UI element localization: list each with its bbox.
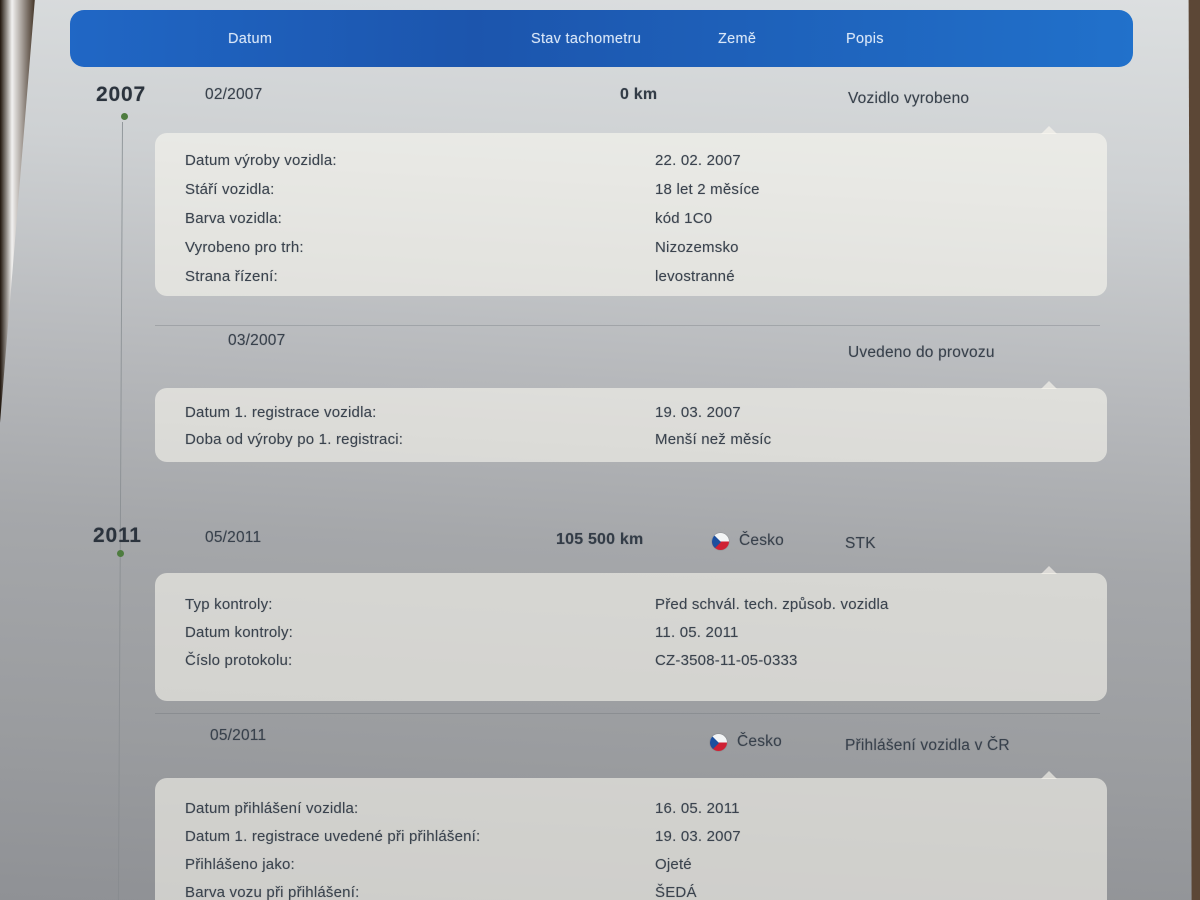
row-separator <box>155 325 1100 326</box>
row-separator <box>155 713 1100 714</box>
detail-label: Datum výroby vozidla: <box>185 152 337 169</box>
timeline-line <box>117 121 123 900</box>
detail-label: Datum přihlášení vozidla: <box>185 799 359 817</box>
event-detail-card: Datum 1. registrace vozidla: 19. 03. 200… <box>155 381 1107 462</box>
event-detail-card: Datum přihlášení vozidla: 16. 05. 2011 D… <box>155 771 1107 900</box>
event-description: Uvedeno do provozu <box>848 344 995 361</box>
timeline-dot-2011 <box>117 550 124 557</box>
detail-label: Doba od výroby po 1. registraci: <box>185 431 404 448</box>
detail-label: Stáří vozidla: <box>185 181 275 198</box>
detail-value: 11. 05. 2011 <box>655 623 739 641</box>
event-date: 02/2007 <box>205 86 263 103</box>
detail-row: Barva vozu při přihlášení: ŠEDÁ <box>185 878 1107 900</box>
detail-row: Typ kontroly: Před schvál. tech. způsob.… <box>185 590 1107 618</box>
column-header-popis: Popis <box>846 31 884 47</box>
detail-row: Vyrobeno pro trh: Nizozemsko <box>185 233 1107 262</box>
detail-label: Barva vozidla: <box>185 210 283 227</box>
czech-flag-icon <box>710 734 727 751</box>
detail-value: Ojeté <box>655 855 692 873</box>
event-date: 05/2011 <box>210 727 267 744</box>
detail-row: Doba od výroby po 1. registraci: Menší n… <box>185 426 1107 453</box>
column-header-datum: Datum <box>228 31 273 47</box>
column-header-zeme: Země <box>718 31 757 47</box>
detail-value: 19. 03. 2007 <box>655 827 741 845</box>
detail-label: Datum 1. registrace uvedené při přihláše… <box>185 827 481 845</box>
detail-label: Vyrobeno pro trh: <box>185 239 304 256</box>
event-description: Přihlášení vozidla v ČR <box>845 737 1010 754</box>
timeline-year-2007: 2007 <box>96 83 146 106</box>
event-description: STK <box>845 535 876 552</box>
detail-label: Datum 1. registrace vozidla: <box>185 404 377 421</box>
event-date: 05/2011 <box>205 529 262 546</box>
detail-row: Datum přihlášení vozidla: 16. 05. 2011 <box>185 794 1107 822</box>
detail-row: Datum 1. registrace uvedené při přihláše… <box>185 822 1107 850</box>
detail-value: Nizozemsko <box>655 239 739 256</box>
detail-label: Strana řízení: <box>185 268 278 285</box>
event-country: Česko <box>739 532 784 549</box>
detail-row: Stáří vozidla: 18 let 2 měsíce <box>185 175 1107 204</box>
detail-row: Číslo protokolu: CZ-3508-11-05-0333 <box>185 646 1107 674</box>
detail-row: Barva vozidla: kód 1C0 <box>185 204 1107 233</box>
detail-label: Datum kontroly: <box>185 623 294 641</box>
event-odometer: 105 500 km <box>556 531 644 548</box>
event-country: Česko <box>737 733 782 750</box>
timeline-year-2011: 2011 <box>93 524 142 547</box>
detail-row: Strana řízení: levostranné <box>185 262 1107 291</box>
detail-label: Typ kontroly: <box>185 595 273 613</box>
detail-value: 18 let 2 měsíce <box>655 181 760 198</box>
detail-value: CZ-3508-11-05-0333 <box>655 651 798 669</box>
event-detail-card: Datum výroby vozidla: 22. 02. 2007 Stáří… <box>155 126 1107 296</box>
event-date: 03/2007 <box>228 332 286 349</box>
table-header-bar: Datum Stav tachometru Země Popis <box>70 10 1133 67</box>
detail-row: Přihlášeno jako: Ojeté <box>185 850 1107 878</box>
event-detail-card: Typ kontroly: Před schvál. tech. způsob.… <box>155 566 1107 701</box>
timeline-dot-2007 <box>121 113 128 120</box>
detail-label: Číslo protokolu: <box>185 651 293 669</box>
detail-label: Barva vozu při přihlášení: <box>185 883 360 900</box>
detail-row: Datum výroby vozidla: 22. 02. 2007 <box>185 146 1107 175</box>
detail-value: 16. 05. 2011 <box>655 799 740 817</box>
detail-label: Přihlášeno jako: <box>185 855 295 873</box>
detail-value: 19. 03. 2007 <box>655 404 741 421</box>
event-description: Vozidlo vyrobeno <box>848 90 970 107</box>
column-header-stav-tachometru: Stav tachometru <box>531 31 642 47</box>
detail-row: Datum kontroly: 11. 05. 2011 <box>185 618 1107 646</box>
detail-value: 22. 02. 2007 <box>655 152 741 169</box>
detail-value: ŠEDÁ <box>655 883 697 900</box>
detail-row: Datum 1. registrace vozidla: 19. 03. 200… <box>185 399 1107 426</box>
detail-value: levostranné <box>655 268 735 285</box>
czech-flag-icon <box>712 533 729 550</box>
detail-value: Menší než měsíc <box>655 431 772 448</box>
detail-value: kód 1C0 <box>655 210 713 227</box>
event-odometer: 0 km <box>620 86 658 103</box>
detail-value: Před schvál. tech. způsob. vozidla <box>655 595 889 613</box>
